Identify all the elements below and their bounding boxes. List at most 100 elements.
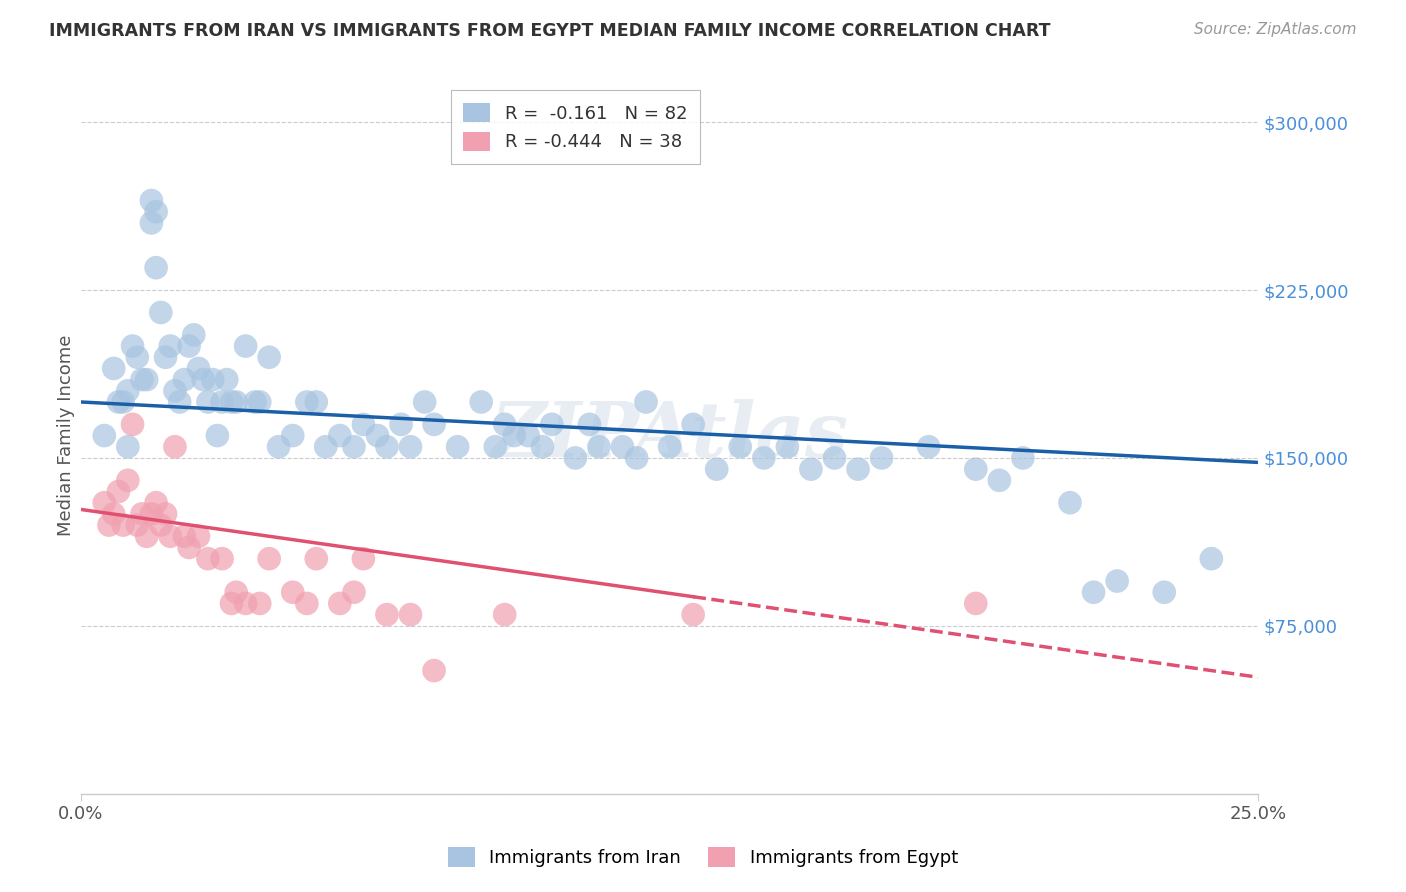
Point xyxy=(145,204,167,219)
Point xyxy=(173,373,195,387)
Point xyxy=(399,440,422,454)
Point xyxy=(163,384,186,398)
Point xyxy=(343,440,366,454)
Point xyxy=(824,450,846,465)
Point xyxy=(564,450,586,465)
Point xyxy=(965,596,987,610)
Point xyxy=(107,395,129,409)
Point xyxy=(197,551,219,566)
Point xyxy=(235,596,257,610)
Point xyxy=(295,395,318,409)
Point xyxy=(177,339,200,353)
Point xyxy=(1012,450,1035,465)
Point xyxy=(281,428,304,442)
Point xyxy=(305,551,328,566)
Point xyxy=(131,373,153,387)
Point xyxy=(131,507,153,521)
Point xyxy=(367,428,389,442)
Point xyxy=(197,395,219,409)
Point xyxy=(169,395,191,409)
Point xyxy=(225,585,247,599)
Point xyxy=(93,496,115,510)
Point xyxy=(145,496,167,510)
Text: Source: ZipAtlas.com: Source: ZipAtlas.com xyxy=(1194,22,1357,37)
Point xyxy=(98,518,121,533)
Point xyxy=(612,440,634,454)
Point xyxy=(730,440,752,454)
Point xyxy=(257,551,280,566)
Point xyxy=(159,339,181,353)
Point xyxy=(1083,585,1105,599)
Point xyxy=(127,518,149,533)
Point xyxy=(207,428,229,442)
Point xyxy=(211,395,233,409)
Point xyxy=(117,473,139,487)
Point xyxy=(682,607,704,622)
Point xyxy=(121,339,143,353)
Text: ZIPAtlas: ZIPAtlas xyxy=(491,399,849,473)
Point xyxy=(399,607,422,622)
Point xyxy=(235,339,257,353)
Point xyxy=(329,596,352,610)
Point xyxy=(706,462,728,476)
Point xyxy=(752,450,775,465)
Point xyxy=(965,462,987,476)
Point xyxy=(1059,496,1081,510)
Point xyxy=(315,440,337,454)
Point xyxy=(423,664,446,678)
Point xyxy=(588,440,610,454)
Point xyxy=(141,507,163,521)
Point xyxy=(295,596,318,610)
Point xyxy=(682,417,704,432)
Point xyxy=(145,260,167,275)
Point xyxy=(446,440,468,454)
Point xyxy=(578,417,600,432)
Point xyxy=(163,440,186,454)
Point xyxy=(375,440,398,454)
Point xyxy=(117,440,139,454)
Point xyxy=(249,395,271,409)
Point xyxy=(103,361,125,376)
Point xyxy=(112,395,135,409)
Point xyxy=(141,216,163,230)
Point xyxy=(155,350,177,364)
Point xyxy=(221,395,243,409)
Point xyxy=(149,518,172,533)
Point xyxy=(517,428,540,442)
Point xyxy=(540,417,562,432)
Point xyxy=(846,462,869,476)
Point xyxy=(343,585,366,599)
Point xyxy=(243,395,266,409)
Point xyxy=(413,395,436,409)
Point xyxy=(249,596,271,610)
Point xyxy=(281,585,304,599)
Point xyxy=(127,350,149,364)
Point xyxy=(423,417,446,432)
Legend: Immigrants from Iran, Immigrants from Egypt: Immigrants from Iran, Immigrants from Eg… xyxy=(440,839,966,874)
Point xyxy=(135,373,157,387)
Point xyxy=(112,518,135,533)
Point xyxy=(305,395,328,409)
Legend: R =  -0.161   N = 82, R = -0.444   N = 38: R = -0.161 N = 82, R = -0.444 N = 38 xyxy=(451,90,700,164)
Point xyxy=(988,473,1011,487)
Point xyxy=(257,350,280,364)
Point xyxy=(221,596,243,610)
Point xyxy=(159,529,181,543)
Point xyxy=(103,507,125,521)
Point xyxy=(918,440,941,454)
Point xyxy=(503,428,526,442)
Point xyxy=(93,428,115,442)
Point xyxy=(634,395,657,409)
Point xyxy=(870,450,893,465)
Text: IMMIGRANTS FROM IRAN VS IMMIGRANTS FROM EGYPT MEDIAN FAMILY INCOME CORRELATION C: IMMIGRANTS FROM IRAN VS IMMIGRANTS FROM … xyxy=(49,22,1050,40)
Point xyxy=(352,417,374,432)
Point xyxy=(117,384,139,398)
Point xyxy=(215,373,238,387)
Point xyxy=(800,462,823,476)
Point xyxy=(211,551,233,566)
Point xyxy=(183,327,205,342)
Point xyxy=(107,484,129,499)
Point xyxy=(173,529,195,543)
Point xyxy=(149,305,172,319)
Point xyxy=(470,395,492,409)
